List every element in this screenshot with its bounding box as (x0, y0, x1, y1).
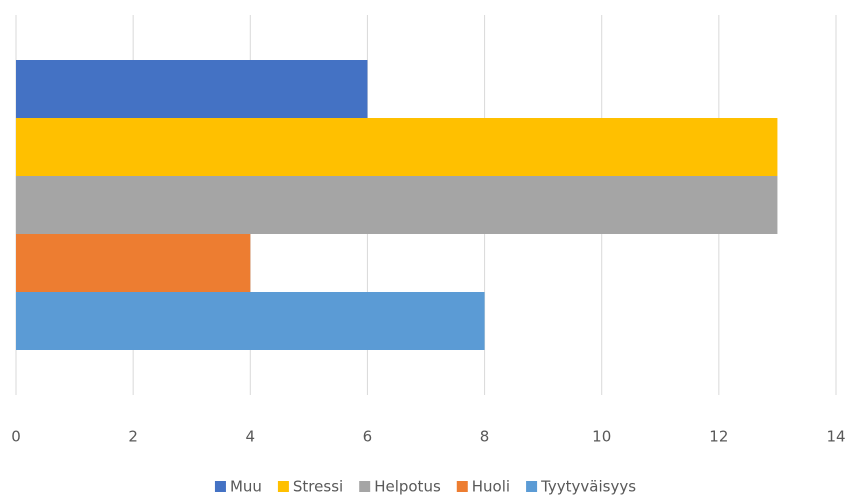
legend-swatch (359, 481, 371, 492)
bar (16, 176, 778, 234)
x-tick-label: 0 (11, 428, 21, 446)
bar (16, 118, 778, 176)
x-tick-label: 6 (363, 428, 373, 446)
legend-swatch (277, 481, 289, 492)
legend-swatch (214, 481, 226, 492)
legend-label: Stressi (293, 478, 343, 496)
x-tick-label: 4 (246, 428, 256, 446)
legend-label: Huoli (472, 478, 510, 496)
bar (16, 60, 368, 118)
x-tick-label: 14 (826, 428, 845, 446)
x-tick-label: 8 (480, 428, 490, 446)
legend-swatch (526, 481, 538, 492)
legend-label: Helpotus (374, 478, 441, 496)
x-tick-label: 10 (592, 428, 611, 446)
legend-label: Muu (230, 478, 262, 496)
legend-label: Tyytyväisyys (540, 478, 636, 496)
x-tick-label: 2 (128, 428, 138, 446)
legend-swatch (456, 481, 468, 492)
bar (16, 234, 251, 292)
bar (16, 292, 485, 350)
x-tick-label: 12 (709, 428, 728, 446)
